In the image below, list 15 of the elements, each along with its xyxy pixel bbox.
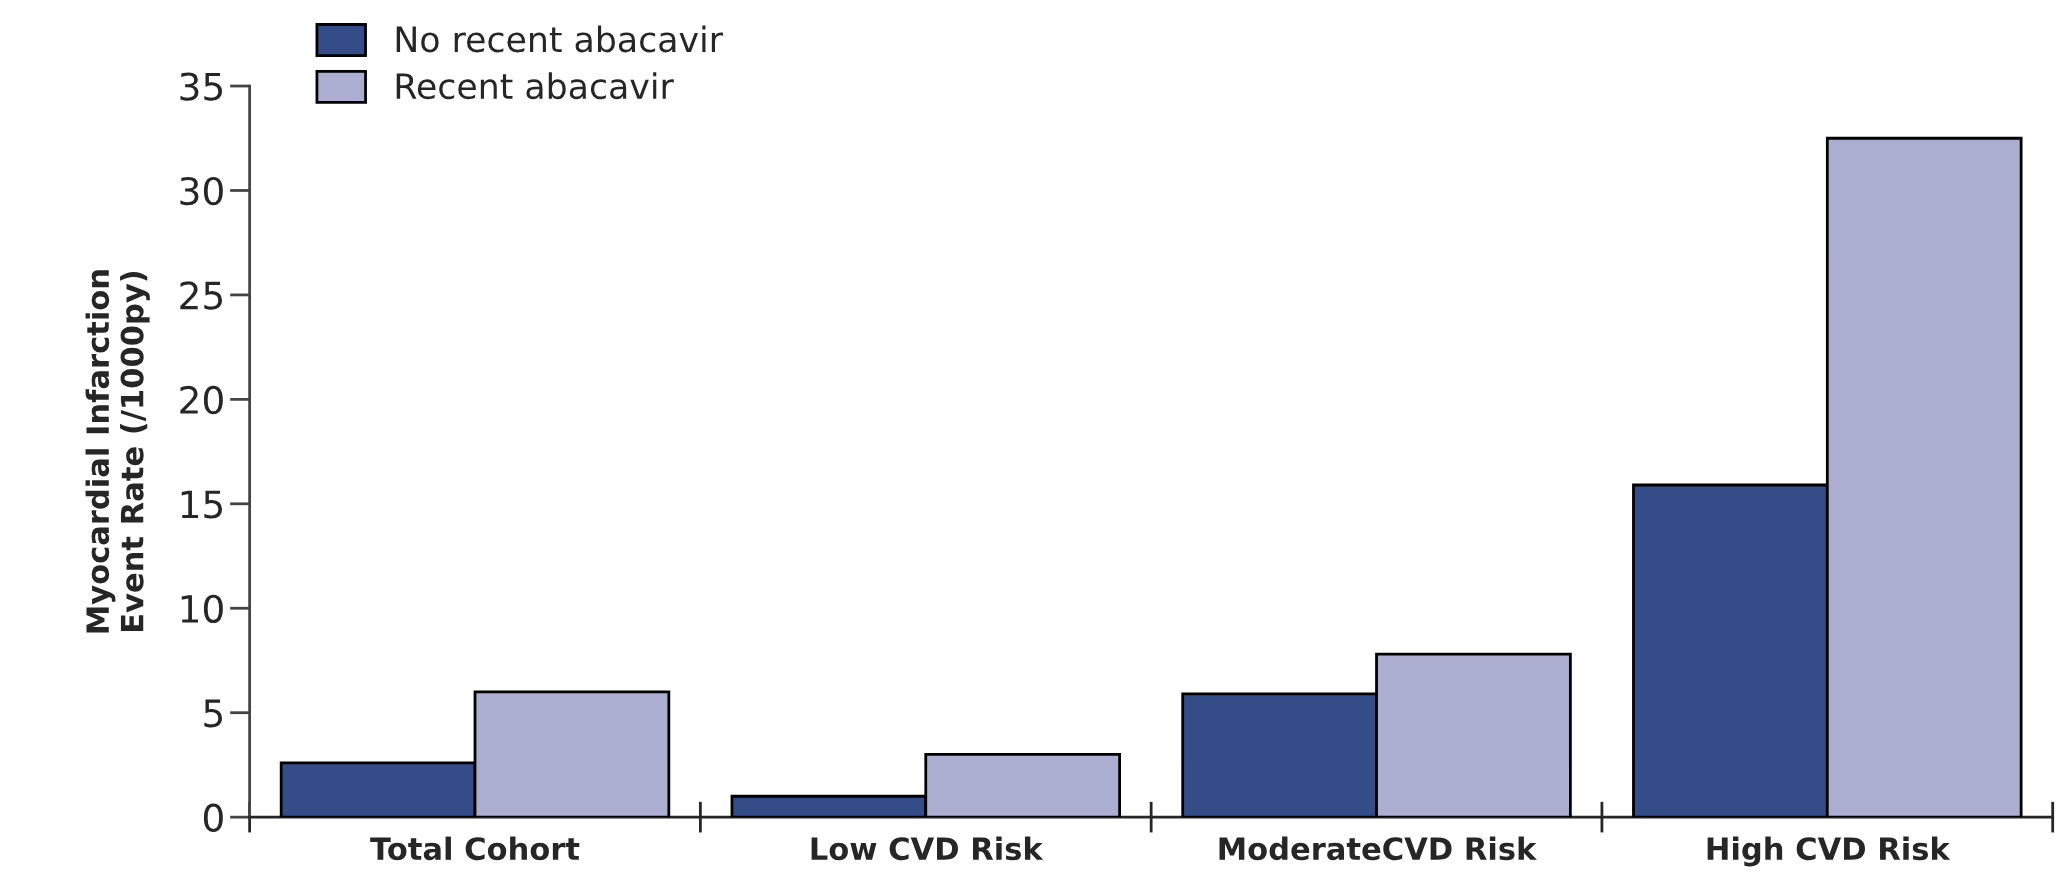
y-axis-title: Myocardial Infarction Event Rate (/1000py): [85, 270, 150, 633]
y-tick-label: 20: [180, 385, 223, 415]
y-tick-label: 15: [181, 490, 223, 519]
x-tick-label: Total Cohort: [370, 836, 580, 861]
y-tick-label: 10: [181, 594, 223, 624]
x-tick-label: Low CVD Risk: [811, 836, 1044, 861]
y-tick-label: 0: [203, 803, 223, 832]
y-tick-label: 25: [180, 281, 223, 310]
x-tick-label: ModerateCVD Risk: [1219, 836, 1537, 861]
y-tick-label: 30: [180, 176, 223, 206]
y-tick-label: 5: [204, 699, 223, 728]
legend-label: Recent abacavir: [396, 72, 674, 100]
legend-label: No recent abacavir: [396, 25, 723, 53]
y-tick-label: 35: [180, 72, 223, 101]
x-tick-label: High CVD Risk: [1707, 836, 1951, 867]
